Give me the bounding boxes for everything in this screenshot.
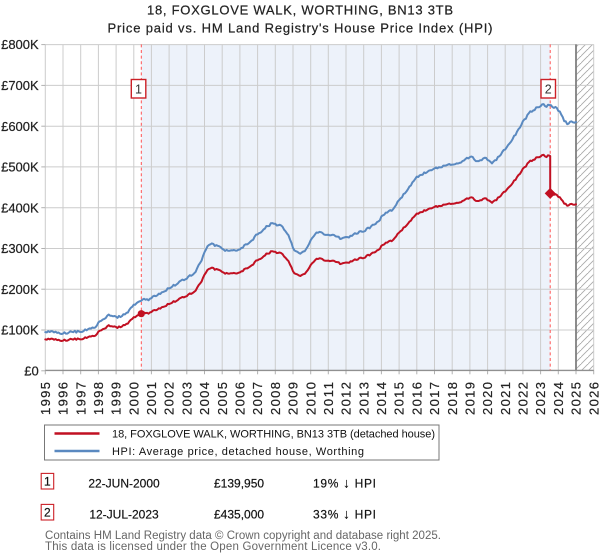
svg-text:£200K: £200K (1, 282, 39, 297)
svg-text:2015: 2015 (392, 382, 407, 415)
svg-text:£139,950: £139,950 (214, 477, 264, 491)
svg-text:2012: 2012 (339, 382, 354, 415)
svg-text:£800K: £800K (1, 37, 39, 52)
svg-text:£0: £0 (24, 363, 38, 378)
svg-text:£500K: £500K (1, 160, 39, 175)
svg-text:1998: 1998 (91, 382, 106, 415)
svg-text:2013: 2013 (356, 382, 371, 415)
svg-text:£300K: £300K (1, 241, 39, 256)
svg-text:2: 2 (44, 505, 51, 519)
svg-text:2021: 2021 (498, 382, 513, 415)
svg-text:1: 1 (44, 474, 51, 488)
svg-text:2019: 2019 (463, 382, 478, 415)
svg-text:Contains HM Land Registry data: Contains HM Land Registry data © Crown c… (45, 530, 441, 542)
svg-text:2006: 2006 (233, 382, 248, 415)
svg-text:£435,000: £435,000 (214, 508, 264, 522)
svg-text:19% ↓ HPI: 19% ↓ HPI (313, 476, 376, 491)
svg-text:2018: 2018 (445, 382, 460, 415)
svg-text:2009: 2009 (286, 382, 301, 415)
svg-text:£400K: £400K (1, 200, 39, 215)
svg-text:18, FOXGLOVE WALK, WORTHING, B: 18, FOXGLOVE WALK, WORTHING, BN13 3TB (147, 3, 453, 18)
svg-text:2020: 2020 (480, 382, 495, 415)
svg-text:2004: 2004 (197, 382, 212, 415)
svg-text:Price paid vs. HM Land Registr: Price paid vs. HM Land Registry's House … (108, 20, 493, 35)
svg-text:1997: 1997 (73, 382, 88, 415)
svg-text:2025: 2025 (569, 382, 584, 415)
svg-text:2007: 2007 (250, 382, 265, 415)
svg-text:2003: 2003 (179, 382, 194, 415)
svg-text:2017: 2017 (427, 382, 442, 415)
svg-text:2000: 2000 (126, 382, 141, 415)
svg-text:2014: 2014 (374, 382, 389, 415)
svg-text:HPI: Average price, detached h: HPI: Average price, detached house, Wort… (112, 446, 364, 458)
svg-text:2008: 2008 (268, 382, 283, 415)
svg-text:1999: 1999 (109, 382, 124, 415)
svg-text:2001: 2001 (144, 382, 159, 415)
svg-text:2023: 2023 (533, 382, 548, 415)
svg-text:1: 1 (135, 83, 142, 97)
svg-text:This data is licensed under th: This data is licensed under the Open Gov… (45, 541, 381, 553)
svg-text:2010: 2010 (303, 382, 318, 415)
svg-text:2022: 2022 (516, 382, 531, 415)
svg-text:2005: 2005 (215, 382, 230, 415)
svg-text:2011: 2011 (321, 382, 336, 415)
svg-text:18, FOXGLOVE WALK, WORTHING, B: 18, FOXGLOVE WALK, WORTHING, BN13 3TB (d… (112, 429, 435, 441)
svg-text:1995: 1995 (38, 382, 53, 415)
svg-text:12-JUL-2023: 12-JUL-2023 (89, 508, 159, 522)
svg-text:2: 2 (545, 83, 552, 97)
svg-text:22-JUN-2000: 22-JUN-2000 (88, 477, 160, 491)
svg-text:33% ↓ HPI: 33% ↓ HPI (313, 507, 376, 522)
svg-text:1996: 1996 (56, 382, 71, 415)
svg-text:£700K: £700K (1, 78, 39, 93)
svg-text:2024: 2024 (551, 382, 566, 415)
svg-text:2016: 2016 (409, 382, 424, 415)
svg-text:2002: 2002 (162, 382, 177, 415)
svg-text:2026: 2026 (586, 382, 600, 415)
svg-text:£100K: £100K (1, 323, 39, 338)
svg-text:£600K: £600K (1, 119, 39, 134)
